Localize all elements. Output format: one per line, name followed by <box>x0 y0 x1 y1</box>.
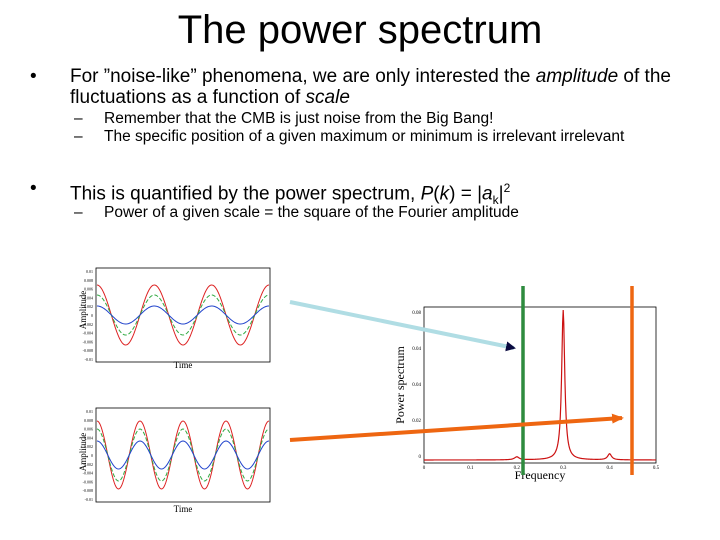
ytick-label: -0.004 <box>83 471 93 476</box>
ytick-label: 0 <box>91 313 93 318</box>
spectrum-ytick: 0.04 <box>412 383 421 388</box>
spectrum-ylabel: Power spectrum <box>393 346 407 424</box>
light-blue-arrow <box>289 300 516 352</box>
dash-marker: – <box>74 128 83 145</box>
ytick-label: 0.004 <box>84 295 93 300</box>
spectrum-xtick: 0.4 <box>606 466 613 471</box>
bullet-noise-like: • For ”noise-like” phenomena, we are onl… <box>30 66 700 108</box>
ytick-label: 0.004 <box>84 435 93 440</box>
ytick-label: 0.002 <box>84 444 93 449</box>
subbullet-position-irrelevant: – The specific position of a given maxim… <box>74 128 625 145</box>
ytick-label: -0.008 <box>83 348 93 353</box>
top-plot-xlabel: Time <box>174 360 193 370</box>
ytick-label: 0.002 <box>84 304 93 309</box>
ytick-label: 0.006 <box>84 287 93 292</box>
spectrum-xtick: 0.5 <box>653 466 660 471</box>
spectrum-ytick: 0.08 <box>412 311 421 316</box>
orange-arrow <box>289 413 624 442</box>
bottom-plot-yticks: 0.01 0.008 0.006 0.004 0.002 0 -0.002 -0.004 -0.… <box>83 409 93 502</box>
top-time-plot: 0.01 0.008 0.006 0.004 0.002 0 -0.002 -0.004 -0.… <box>78 267 271 370</box>
ytick-label: -0.01 <box>85 497 93 502</box>
wave-line <box>96 284 270 346</box>
ytick-label: 0.008 <box>84 418 93 423</box>
dash-marker: – <box>74 110 83 127</box>
spectrum-ticks: 0.08 0.04 0.04 0.02 0 0 0.1 0.2 0.3 0.4 0.5 <box>412 311 659 471</box>
ytick-label: -0.01 <box>85 357 93 362</box>
bottom-time-plot: 0.01 0.008 0.006 0.004 0.002 0 -0.002 -0.004 -0.… <box>78 407 271 514</box>
bottom-plot-xlabel: Time <box>174 504 193 514</box>
ytick-label: -0.002 <box>83 322 93 327</box>
top-plot-waves <box>96 284 270 346</box>
power-spectrum-plot: 0.08 0.04 0.04 0.02 0 0 0.1 0.2 0.3 0.4 0.5 Power … <box>393 306 660 482</box>
ytick-label: -0.002 <box>83 462 93 467</box>
bullet-text: For ”noise-like” phenomena, we are only … <box>70 66 671 108</box>
wave-line <box>96 420 270 490</box>
ytick-label: 0.01 <box>86 409 93 414</box>
bullet-text: This is quantified by the power spectrum… <box>70 181 511 208</box>
top-plot-ylabel: Amplitude <box>78 291 88 330</box>
bullet-marker: • <box>30 66 37 87</box>
spectrum-xtick: 0 <box>423 466 426 471</box>
bullet-power-spectrum: • This is quantified by the power spectr… <box>30 178 700 211</box>
spectrum-xtick: 0.2 <box>514 466 521 471</box>
top-plot-yticks: 0.01 0.008 0.006 0.004 0.002 0 -0.002 -0.004 -0.… <box>83 269 93 362</box>
ytick-label: 0.01 <box>86 269 93 274</box>
ytick-label: -0.008 <box>83 488 93 493</box>
spectrum-ytick: 0.04 <box>412 347 421 352</box>
spectrum-xlabel: Frequency <box>515 468 566 482</box>
ytick-label: 0.008 <box>84 278 93 283</box>
ytick-label: -0.006 <box>83 479 93 484</box>
wave-line <box>96 305 270 325</box>
top-plot-frame <box>95 267 271 363</box>
spectrum-ytick: 0.02 <box>412 419 421 424</box>
ytick-label: 0 <box>91 453 93 458</box>
bullet-marker: • <box>30 178 37 199</box>
spectrum-frame <box>423 306 657 464</box>
spectrum-xtick: 0.3 <box>560 466 567 471</box>
ytick-label: -0.004 <box>83 331 93 336</box>
bottom-plot-ylabel: Amplitude <box>78 433 88 472</box>
spectrum-curve <box>424 309 656 461</box>
wave-line <box>96 428 270 482</box>
wave-line <box>96 440 270 470</box>
bottom-plot-waves <box>96 420 270 490</box>
subbullet-cmb-noise: – Remember that the CMB is just noise fr… <box>74 110 494 127</box>
bottom-plot-frame <box>95 407 271 503</box>
slide-title: The power spectrum <box>177 8 543 52</box>
ytick-label: 0.006 <box>84 427 93 432</box>
dash-marker: – <box>74 204 83 221</box>
wave-line <box>96 294 270 336</box>
spectrum-xtick: 0.1 <box>467 466 474 471</box>
ytick-label: -0.006 <box>83 339 93 344</box>
spectrum-ytick: 0 <box>419 455 422 460</box>
subbullet-fourier-amplitude: – Power of a given scale = the square of… <box>74 204 519 221</box>
